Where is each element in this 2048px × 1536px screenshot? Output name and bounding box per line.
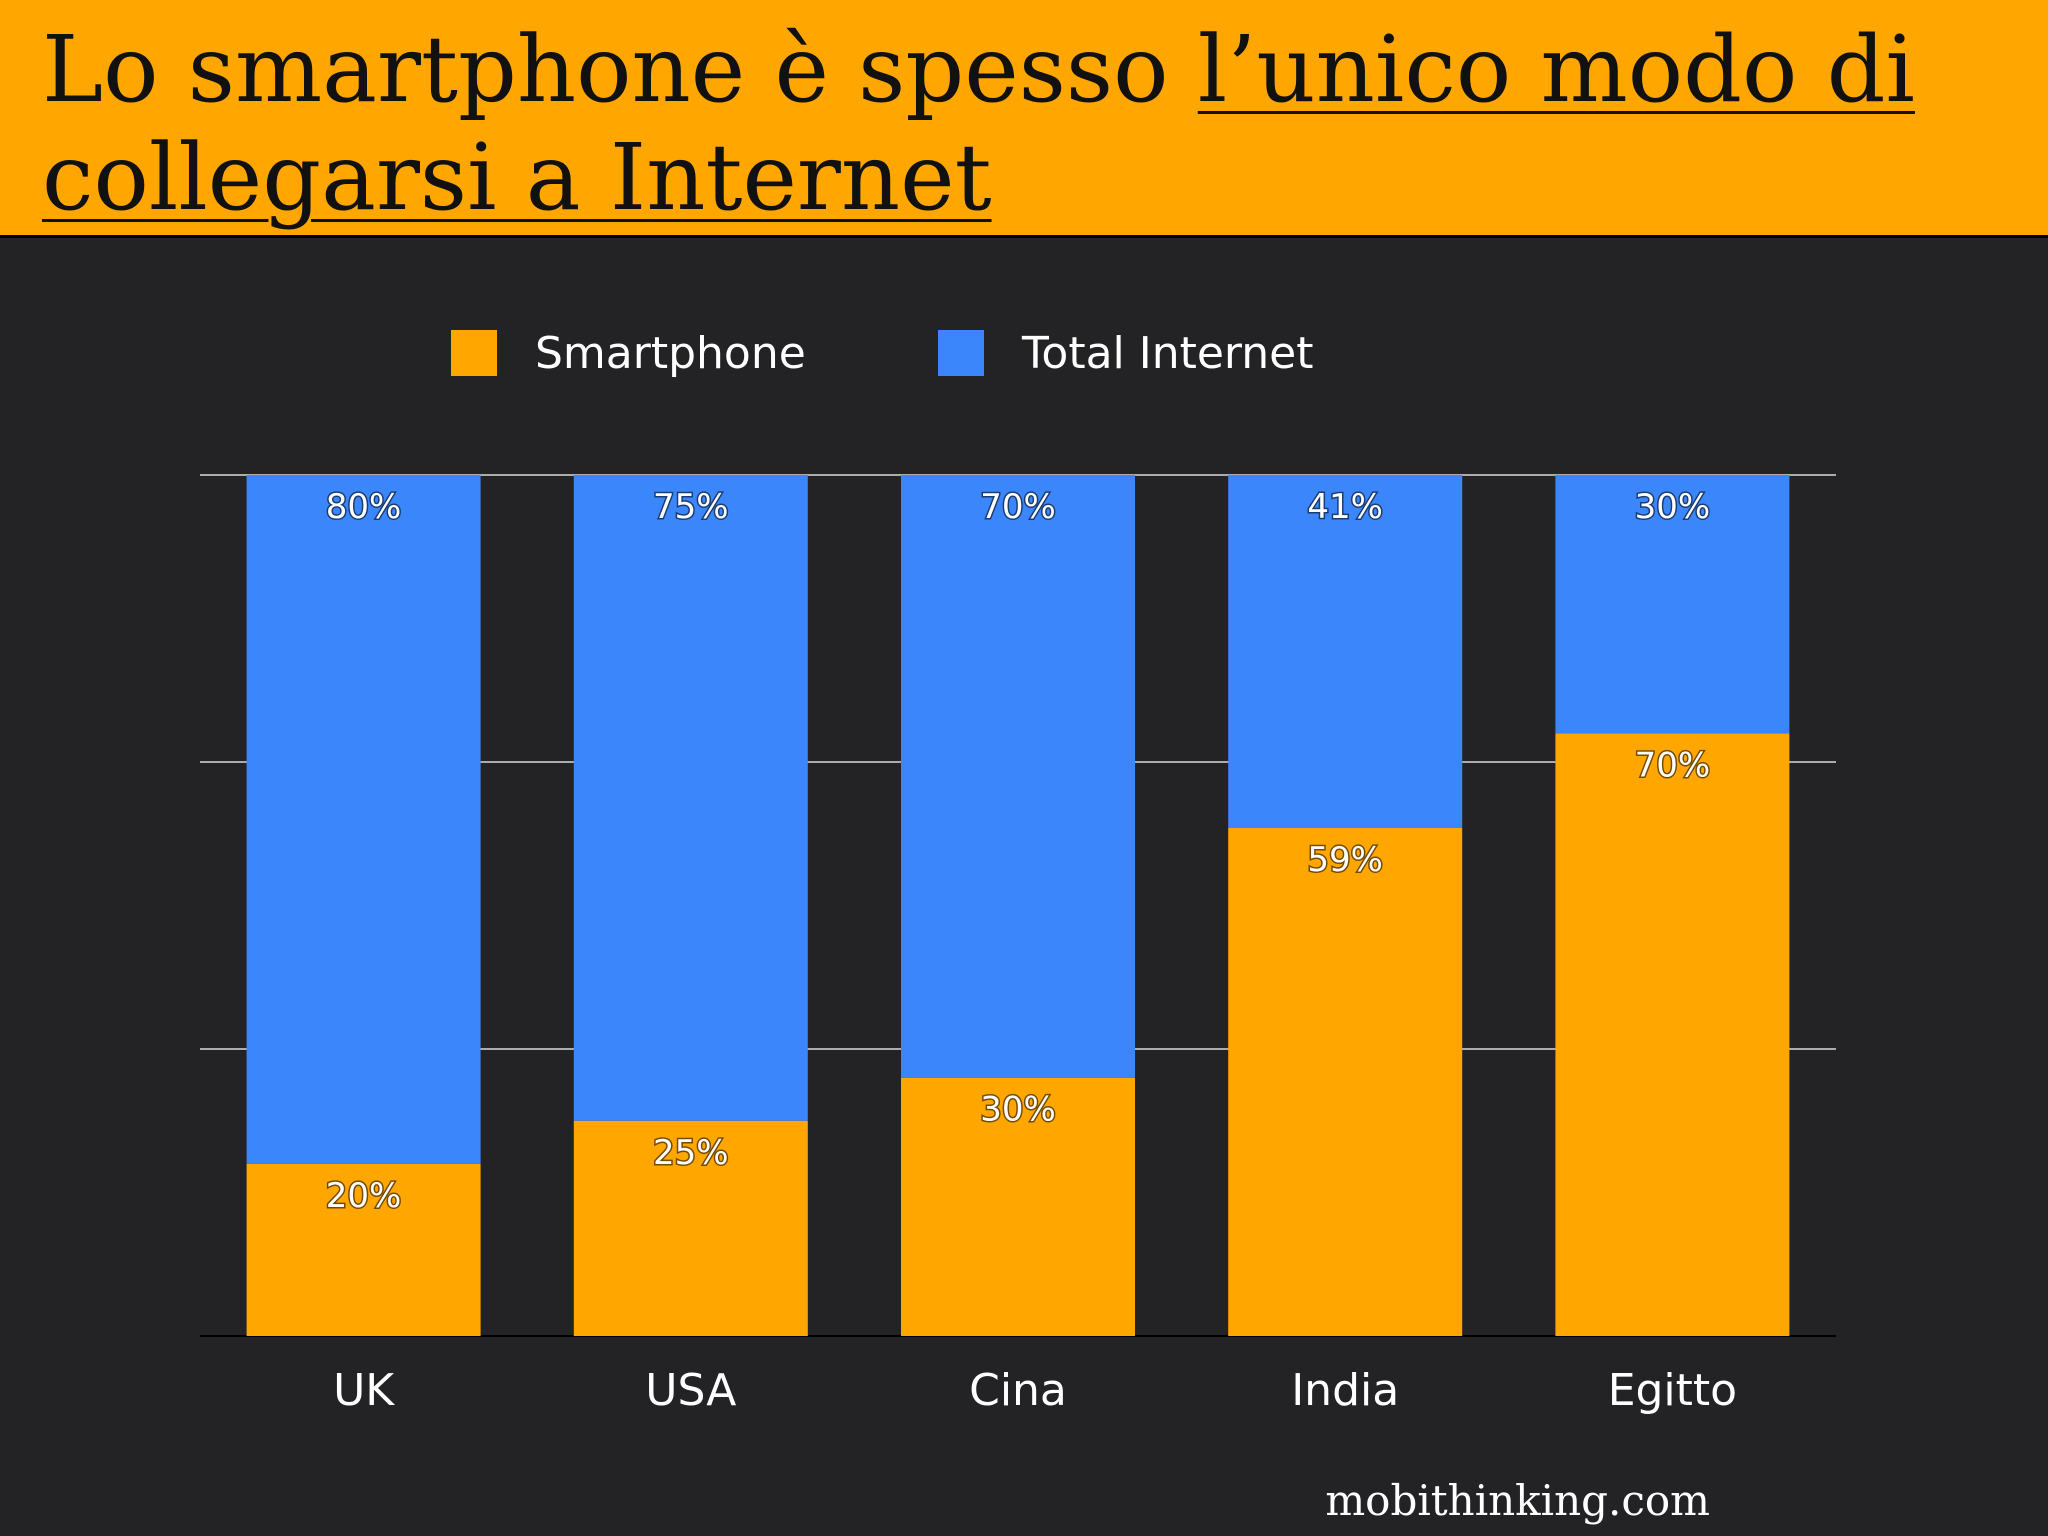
x-tick-label-egitto: Egitto <box>1608 1365 1737 1416</box>
bar-total-internet-egitto <box>1555 475 1790 734</box>
x-tick-label-cina: Cina <box>969 1365 1067 1416</box>
x-tick-label-india: India <box>1291 1365 1399 1416</box>
data-label-smartphone-uk: 20% <box>326 1176 402 1216</box>
data-label-total-internet-uk: 80% <box>326 487 402 527</box>
legend: Smartphone Total Internet <box>451 328 1313 379</box>
bar-total-internet-usa <box>573 475 808 1121</box>
data-label-smartphone-usa: 25% <box>653 1133 729 1173</box>
data-label-total-internet-india: 41% <box>1307 487 1383 527</box>
bar-smartphone-india <box>1228 828 1463 1336</box>
title-banner: Lo smartphone è spesso l’unico modo di c… <box>0 0 2048 238</box>
source-credit: mobithinking.com <box>1325 1476 1710 1525</box>
bar-total-internet-india <box>1228 475 1463 829</box>
x-tick-label-usa: USA <box>645 1365 736 1416</box>
legend-label-total-internet: Total Internet <box>1021 328 1313 379</box>
page-title: Lo smartphone è spesso l’unico modo di c… <box>42 16 2002 232</box>
data-label-total-internet-cina: 70% <box>980 487 1056 527</box>
legend-label-smartphone: Smartphone <box>535 328 806 379</box>
bar-total-internet-uk <box>246 475 481 1164</box>
data-label-smartphone-cina: 30% <box>980 1090 1056 1130</box>
title-text-underlined: l’unico modo di collegarsi a Internet <box>42 16 1915 231</box>
data-label-total-internet-egitto: 30% <box>1635 487 1711 527</box>
bar-smartphone-usa <box>573 1120 808 1336</box>
title-text-part1: Lo smartphone è spesso <box>42 16 1198 123</box>
legend-swatch-smartphone <box>451 330 497 376</box>
bar-labels: 20% 80% 25% 75% 30% 70% 59% 41% 70% 30% <box>324 486 1711 1218</box>
x-axis-tick-labels: UK USA Cina India Egitto <box>333 1365 1737 1416</box>
bar-total-internet-cina <box>901 475 1135 1078</box>
data-label-total-internet-usa: 75% <box>653 487 729 527</box>
bar-smartphone-egitto <box>1555 733 1790 1336</box>
bar-smartphone-uk <box>246 1163 481 1336</box>
legend-swatch-total-internet <box>938 330 984 376</box>
bars <box>246 475 1790 1336</box>
data-label-smartphone-india: 59% <box>1307 840 1383 880</box>
x-tick-label-uk: UK <box>333 1365 395 1416</box>
bar-smartphone-cina <box>901 1077 1135 1336</box>
data-label-smartphone-egitto: 70% <box>1635 745 1711 785</box>
